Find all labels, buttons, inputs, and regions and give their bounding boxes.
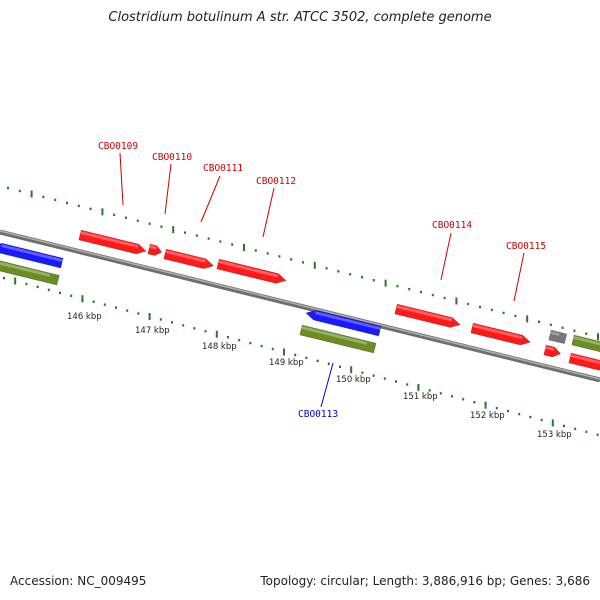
backbone-track	[0, 229, 600, 383]
leader-CBO0109	[119, 152, 124, 206]
gene-label-CBO0109: CBO0109	[98, 141, 138, 152]
gene-CBO0113	[305, 309, 382, 337]
gene-label-CBO0115: CBO0115	[506, 241, 546, 252]
scale-label: 148 kbp	[202, 342, 237, 352]
backbone-highlight	[0, 230, 600, 380]
feature-reverse-left	[0, 242, 64, 269]
scale-labels: 146 kbp 147 kbp 148 kbp 149 kbp 150 kbp 151 k…	[67, 312, 572, 440]
gene-CBO0112	[216, 258, 287, 284]
gene-CBO0114	[394, 303, 461, 328]
gene-label-CBO0112: CBO0112	[256, 176, 296, 187]
lower-tick-track	[3, 276, 599, 436]
map-title: Clostridium botulinum A str. ATCC 3502, …	[108, 10, 492, 25]
accession-text: Accession: NC_009495	[10, 574, 147, 588]
backbone-line	[0, 229, 600, 383]
leader-CBO0115	[513, 252, 525, 302]
feature-misc	[548, 329, 568, 345]
gene-CBO0110	[147, 243, 163, 256]
scale-label: 146 kbp	[67, 312, 102, 322]
feature-rna-right	[571, 334, 600, 355]
scale-label: 152 kbp	[470, 411, 505, 421]
gene-CBO0115	[470, 322, 531, 346]
leader-CBO0110	[164, 163, 172, 215]
feature-rna-left	[0, 258, 60, 286]
gene-CBO0111	[163, 248, 215, 269]
feature-rna-CBO0113	[299, 324, 377, 354]
scale-label: 153 kbp	[537, 430, 572, 440]
leader-CBO0112	[262, 187, 275, 238]
scale-label: 147 kbp	[135, 326, 170, 336]
feature-track	[0, 229, 600, 371]
gene-partial-right	[543, 344, 562, 358]
scale-label: 149 kbp	[269, 358, 304, 368]
gene-CBO0109	[78, 229, 147, 255]
scale-label: 150 kbp	[336, 375, 371, 385]
label-leaders	[119, 152, 525, 408]
scale-label: 151 kbp	[403, 392, 438, 402]
gene-label-CBO0111: CBO0111	[203, 163, 243, 174]
topology-stats-text: Topology: circular; Length: 3,886,916 bp…	[260, 574, 590, 588]
gene-label-CBO0113: CBO0113	[298, 409, 338, 420]
leader-CBO0114	[440, 232, 452, 281]
gene-labels: CBO0109 CBO0110 CBO0111 CBO0112 CBO0113 CBO01…	[98, 141, 546, 420]
leader-CBO0113	[320, 362, 334, 408]
gene-label-CBO0110: CBO0110	[152, 152, 192, 163]
upper-tick-track	[7, 186, 599, 341]
leader-CBO0111	[200, 175, 221, 223]
gene-right-edge	[568, 352, 600, 371]
gene-label-CBO0114: CBO0114	[432, 220, 472, 231]
